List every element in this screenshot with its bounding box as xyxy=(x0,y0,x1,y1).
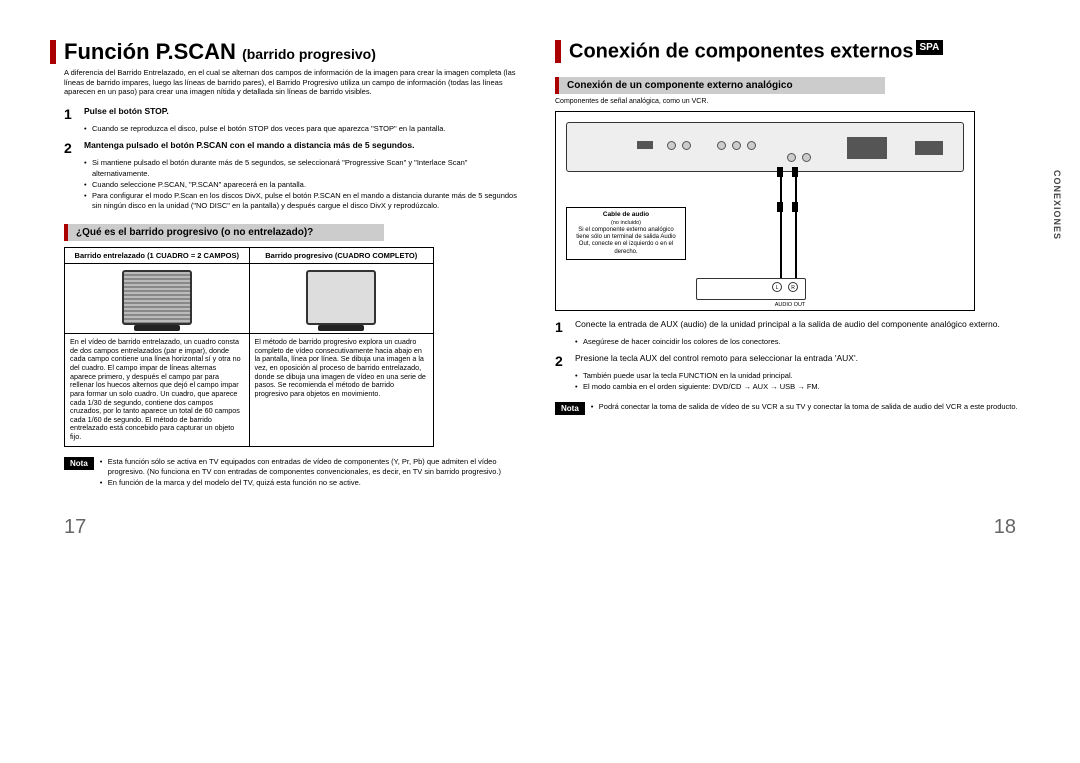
connection-diagram: Cable de audio (no incluido) Si el compo… xyxy=(555,111,975,311)
step-1-num: 1 xyxy=(64,106,78,122)
r-step-2-num: 2 xyxy=(555,353,569,369)
nota-text-left: Esta función sólo se activa en TV equipa… xyxy=(100,457,525,489)
port-hdmi xyxy=(637,141,653,149)
port-scart xyxy=(915,141,943,155)
port-round-3 xyxy=(717,141,726,150)
nota-badge-r: Nota xyxy=(555,402,585,415)
step-2-bullet-1: Si mantiene pulsado el botón durante más… xyxy=(84,158,525,178)
cable-1 xyxy=(780,170,782,290)
plug-mid-2 xyxy=(792,202,798,212)
jack-l: L xyxy=(772,282,782,292)
r-step-2-bullets: También puede usar la tecla FUNCTION en … xyxy=(575,371,1030,392)
port-round-5 xyxy=(747,141,756,150)
nota-left-1: Esta función sólo se activa en TV equipa… xyxy=(100,457,525,477)
step-2-bullet-3: Para configurar el modo P.Scan en los di… xyxy=(84,191,525,211)
step-2-bullets: Si mantiene pulsado el botón durante más… xyxy=(84,158,525,211)
r-step-2: 2 Presione la tecla AUX del control remo… xyxy=(555,353,1030,369)
port-aux-r xyxy=(802,153,811,162)
right-title-wrap: Conexión de componentes externosSPA xyxy=(555,40,1030,63)
plug-top-2 xyxy=(792,167,798,177)
jack-r: R xyxy=(788,282,798,292)
step-1: 1 Pulse el botón STOP. xyxy=(64,106,525,122)
page-number-18: 18 xyxy=(994,516,1016,539)
intro-paragraph: A diferencia del Barrido Entrelazado, en… xyxy=(64,68,525,96)
tv-icon-progressive xyxy=(306,270,376,325)
r-step-1-text: Conecte la entrada de AUX (audio) de la … xyxy=(575,319,1030,335)
r-step-2-b2: El modo cambia en el orden siguiente: DV… xyxy=(575,382,1030,392)
step-1-bullets: Cuando se reproduzca el disco, pulse el … xyxy=(84,124,525,134)
plug-mid-1 xyxy=(777,202,783,212)
col-header-2: Barrido progresivo (CUADRO COMPLETO) xyxy=(249,248,434,264)
title-main: Función P.SCAN xyxy=(64,39,236,64)
info-head: Cable de audio xyxy=(571,211,681,219)
step-2: 2 Mantenga pulsado el botón P.SCAN con e… xyxy=(64,140,525,156)
jack-label: AUDIO OUT xyxy=(770,302,810,308)
col-header-1: Barrido entrelazado (1 CUADRO = 2 CAMPOS… xyxy=(65,248,250,264)
step-1-head: Pulse el botón STOP. xyxy=(84,106,525,116)
subsection-heading: ¿Qué es el barrido progresivo (o no entr… xyxy=(64,224,384,241)
nota-text-right: Podrá conectar la toma de salida de víde… xyxy=(591,402,1018,413)
nota-row-right: Nota Podrá conectar la toma de salida de… xyxy=(555,402,1030,415)
cable-2 xyxy=(795,170,797,290)
nota-badge: Nota xyxy=(64,457,94,470)
nota-row-left: Nota Esta función sólo se activa en TV e… xyxy=(64,457,525,489)
step-1-bullet-1: Cuando se reproduzca el disco, pulse el … xyxy=(84,124,525,134)
right-caption: Componentes de señal analógica, como un … xyxy=(555,98,1030,105)
port-aux-l xyxy=(787,153,796,162)
plug-top-1 xyxy=(777,167,783,177)
r-step-2-text: Presione la tecla AUX del control remoto… xyxy=(575,353,1030,369)
step-2-num: 2 xyxy=(64,140,78,156)
r-step-1: 1 Conecte la entrada de AUX (audio) de l… xyxy=(555,319,1030,335)
nota-left-2: En función de la marca y del modelo del … xyxy=(100,478,525,488)
right-title: Conexión de componentes externos xyxy=(569,41,914,63)
port-round-1 xyxy=(667,141,676,150)
spa-badge: SPA xyxy=(916,40,944,55)
step-2-bullet-2: Cuando seleccione P.SCAN, "P.SCAN" apare… xyxy=(84,180,525,190)
r-step-1-bullets: Asegúrese de hacer coincidir los colores… xyxy=(575,337,1030,347)
cable-info-box: Cable de audio (no incluido) Si el compo… xyxy=(566,207,686,260)
r-step-1-num: 1 xyxy=(555,319,569,335)
r-step-1-b1: Asegúrese de hacer coincidir los colores… xyxy=(575,337,1030,347)
page-18: Conexión de componentes externosSPA Cone… xyxy=(555,40,1030,489)
desc-progressive: El método de barrido progresivo explora … xyxy=(249,334,434,447)
cell-interlaced-img xyxy=(65,264,250,334)
info-body: Si el componente externo analógico tiene… xyxy=(571,227,681,256)
right-subsection: Conexión de un componente externo analóg… xyxy=(555,77,885,94)
left-title: Función P.SCAN (barrido progresivo) xyxy=(50,40,525,64)
comparison-table: Barrido entrelazado (1 CUADRO = 2 CAMPOS… xyxy=(64,247,434,447)
side-tab: CONEXIONES xyxy=(1052,170,1062,240)
nota-right-1: Podrá conectar la toma de salida de víde… xyxy=(591,402,1018,412)
audio-out-jacks: L R xyxy=(772,282,798,292)
page-17: Función P.SCAN (barrido progresivo) A di… xyxy=(50,40,525,489)
port-round-2 xyxy=(682,141,691,150)
rear-panel xyxy=(566,122,964,172)
step-2-head: Mantenga pulsado el botón P.SCAN con el … xyxy=(84,140,525,150)
info-sub: (no incluido) xyxy=(571,220,681,227)
title-sub: (barrido progresivo) xyxy=(242,46,376,62)
cell-progressive-img xyxy=(249,264,434,334)
tv-icon-interlaced xyxy=(122,270,192,325)
page-number-17: 17 xyxy=(64,516,86,539)
desc-interlaced: En el vídeo de barrido entrelazado, un c… xyxy=(65,334,250,447)
r-step-2-b1: También puede usar la tecla FUNCTION en … xyxy=(575,371,1030,381)
port-round-4 xyxy=(732,141,741,150)
port-speaker-block xyxy=(847,137,887,159)
